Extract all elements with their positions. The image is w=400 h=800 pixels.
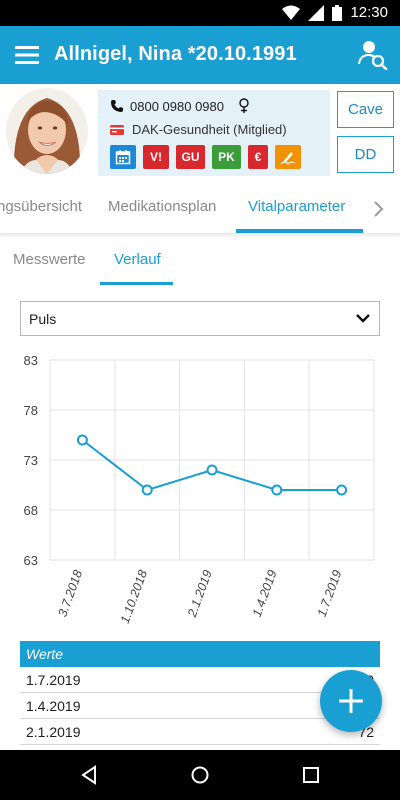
home-icon[interactable]	[189, 764, 211, 786]
y-tick-label: 63	[24, 553, 38, 568]
patient-search-icon[interactable]	[356, 38, 388, 70]
status-time: 12:30	[350, 4, 388, 21]
data-point	[206, 464, 218, 476]
x-tick-label: 1.7.2019	[315, 568, 345, 619]
patient-info-card: 0800 0980 0980 DAK-Gesundheit (Mitglied)	[98, 90, 330, 176]
y-tick-label: 83	[24, 353, 38, 368]
table-row[interactable]: 2.1.2019 72	[20, 719, 380, 745]
parameter-select[interactable]: Puls	[20, 301, 380, 336]
wifi-icon	[282, 5, 301, 20]
x-tick-label: 2.1.2019	[185, 568, 215, 619]
calendar-badge[interactable]	[110, 145, 136, 169]
back-icon[interactable]	[78, 764, 100, 786]
gu-badge[interactable]: GU	[176, 145, 205, 169]
patient-phone[interactable]: 0800 0980 0980	[130, 98, 224, 114]
sub-tabs: Messwerte Verlauf	[0, 234, 400, 290]
data-point	[336, 484, 348, 496]
phone-icon	[111, 100, 123, 112]
recents-icon[interactable]	[300, 764, 322, 786]
data-point	[141, 484, 153, 496]
signature-badge[interactable]	[275, 145, 301, 169]
app-bar: Allnigel, Nina *20.10.1991	[0, 26, 400, 84]
subtab-messwerte[interactable]: Messwerte	[13, 251, 86, 268]
parameter-select-value: Puls	[29, 311, 57, 327]
warning-badge[interactable]: V!	[143, 145, 169, 169]
vital-chart: 63 68 73 78 83 3.7.2018 1.10.2018 2.1.2019 1.4.2…	[24, 353, 375, 625]
patient-header: 0800 0980 0980 DAK-Gesundheit (Mitglied)	[0, 84, 400, 184]
cave-button[interactable]: Cave	[337, 91, 394, 128]
calendar-icon	[115, 150, 131, 165]
main-tabs: ngsübersicht Medikationsplan Vitalparame…	[0, 184, 400, 234]
status-bar: 12:30	[0, 0, 400, 26]
y-tick-label: 73	[24, 453, 38, 468]
female-gender-icon	[239, 98, 249, 113]
patient-badges: V! GU PK €	[110, 145, 301, 169]
subtab-verlauf[interactable]: Verlauf	[114, 251, 161, 268]
x-tick-label: 3.7.2018	[55, 568, 85, 619]
active-tab-indicator	[236, 229, 363, 233]
data-point	[271, 484, 283, 496]
pk-badge[interactable]: PK	[212, 145, 241, 169]
patient-insurance: DAK-Gesundheit (Mitglied)	[132, 122, 287, 137]
system-nav-bar	[0, 750, 400, 800]
y-tick-label: 68	[24, 503, 38, 518]
row-date: 2.1.2019	[26, 724, 81, 740]
chevron-down-icon	[356, 314, 370, 323]
battery-icon	[332, 4, 343, 21]
add-button[interactable]	[320, 670, 382, 732]
tab-medikationsplan[interactable]: Medikationsplan	[108, 198, 217, 215]
insurance-card-icon	[110, 124, 124, 135]
row-date: 1.7.2019	[26, 672, 81, 688]
dd-button[interactable]: DD	[337, 136, 394, 173]
y-tick-label: 78	[24, 403, 38, 418]
active-subtab-indicator	[100, 282, 173, 285]
x-tick-label: 1.4.2019	[250, 568, 280, 619]
signature-icon	[280, 152, 296, 165]
chevron-right-icon[interactable]	[372, 200, 386, 218]
menu-icon[interactable]	[14, 42, 40, 68]
tab-uebersicht[interactable]: ngsübersicht	[0, 198, 83, 215]
tab-vitalparameter[interactable]: Vitalparameter	[248, 198, 346, 215]
row-date: 1.4.2019	[26, 698, 81, 714]
plus-icon	[339, 689, 363, 713]
avatar[interactable]	[6, 88, 88, 174]
payment-badge[interactable]: €	[248, 145, 268, 169]
table-header: Werte	[20, 641, 380, 667]
data-point	[76, 434, 88, 446]
x-tick-label: 1.10.2018	[118, 568, 150, 625]
page-title: Allnigel, Nina *20.10.1991	[54, 43, 297, 65]
signal-icon	[308, 4, 325, 21]
